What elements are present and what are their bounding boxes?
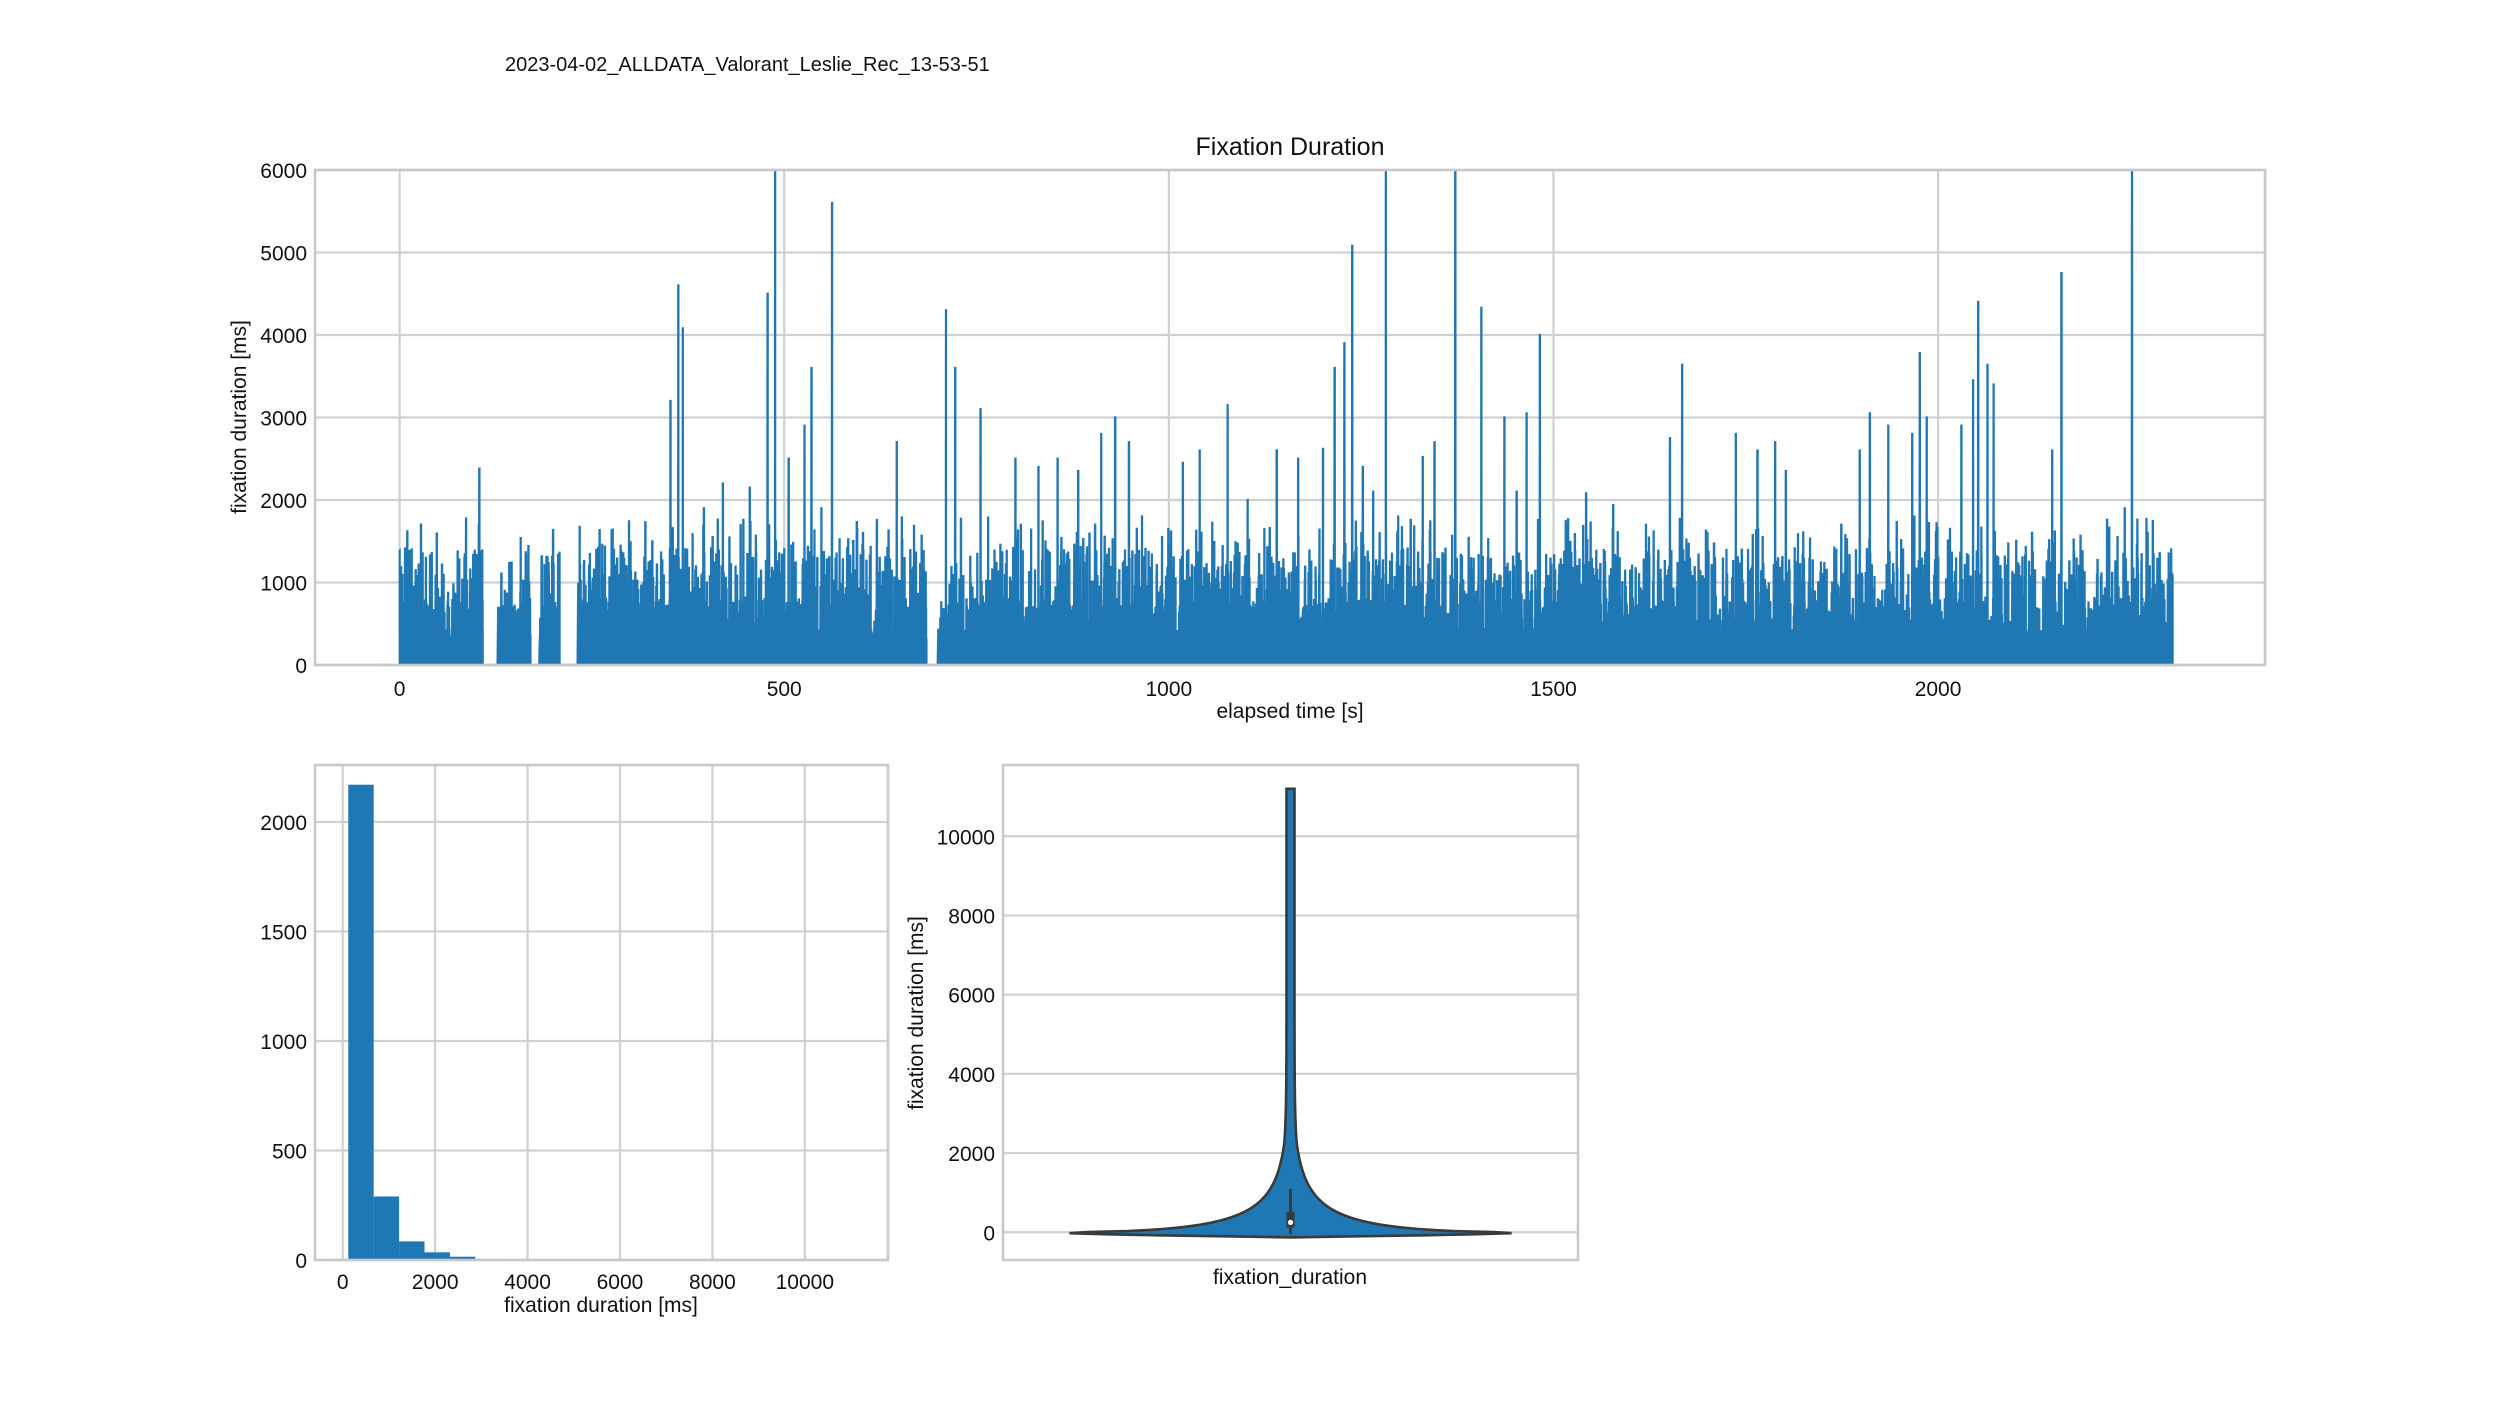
violin-ytick-label: 4000: [948, 1064, 995, 1087]
histogram-bar: [348, 784, 374, 1260]
histogram-bar: [373, 1196, 400, 1260]
violin-ytick-label: 0: [983, 1222, 995, 1245]
time-series-xtick-label: 500: [767, 678, 802, 701]
histogram-bars: [348, 784, 501, 1261]
histogram-ytick-label: 1000: [260, 1031, 307, 1054]
histogram-ytick-label: 500: [272, 1140, 307, 1163]
figure-suptitle: 2023-04-02_ALLDATA_Valorant_Leslie_Rec_1…: [505, 54, 990, 76]
histogram-bar: [424, 1252, 450, 1260]
histogram-bar: [399, 1241, 425, 1260]
time-series-tick-labels: 0 500 1000 1500 2000 0 1000 2000 3000 4000 5000 600…: [260, 160, 1961, 701]
histogram-xlabel: fixation duration [ms]: [504, 1294, 698, 1317]
time-series-xlabel: elapsed time [s]: [1216, 700, 1363, 723]
time-series-frame: [313, 168, 2267, 667]
histogram-ytick-label: 1500: [260, 921, 307, 944]
time-series-xtick-label: 0: [394, 678, 406, 701]
violin-ytick-label: 2000: [948, 1143, 995, 1166]
histogram-ytick-label: 0: [295, 1250, 307, 1273]
histogram-xtick-label: 2000: [412, 1271, 459, 1294]
violin-ylabel: fixation duration [ms]: [905, 916, 928, 1110]
violin-ytick-label: 10000: [937, 826, 995, 849]
histogram-xtick-label: 0: [337, 1271, 349, 1294]
histogram-grid: [315, 765, 888, 1262]
histogram-bar: [449, 1256, 476, 1260]
violin-ytick-label: 6000: [948, 985, 995, 1008]
violin-tick-labels: 0 2000 4000 6000 8000 10000: [937, 826, 995, 1245]
time-series-chart: 0 500 1000 1500 2000 0 1000 2000 3000 4000 5000 600…: [228, 133, 2267, 723]
time-series-ytick-label: 3000: [260, 408, 307, 431]
histogram-xtick-label: 10000: [776, 1271, 834, 1294]
violin-body: [1069, 787, 1512, 1239]
violin-ytick-label: 8000: [948, 905, 995, 928]
violin-xlabel: fixation_duration: [1213, 1266, 1367, 1289]
time-series-title: Fixation Duration: [1196, 133, 1385, 161]
violin-frame: [1001, 763, 1580, 1262]
time-series-ytick-label: 0: [295, 655, 307, 678]
time-series-xtick-label: 1500: [1530, 678, 1577, 701]
histogram-frame: [313, 763, 890, 1262]
time-series-line: [398, 168, 2174, 667]
time-series-ytick-label: 6000: [260, 160, 307, 183]
time-series-xtick-label: 1000: [1145, 678, 1192, 701]
violin-chart: 0 2000 4000 6000 8000 10000 fixation_duration…: [905, 763, 1580, 1289]
histogram-ytick-label: 2000: [260, 812, 307, 835]
histogram-xtick-label: 6000: [597, 1271, 644, 1294]
histogram-tick-labels: 0 2000 4000 6000 8000 10000 0 500 1000 1500 2000: [260, 812, 834, 1294]
time-series-ylabel: fixation duration [ms]: [228, 320, 251, 514]
time-series-xtick-label: 2000: [1915, 678, 1962, 701]
violin-median: [1287, 1219, 1294, 1225]
histogram-xtick-label: 4000: [504, 1271, 551, 1294]
histogram-chart: 0 2000 4000 6000 8000 10000 0 500 1000 1500 2000 f…: [260, 763, 890, 1317]
time-series-ytick-label: 4000: [260, 325, 307, 348]
time-series-ytick-label: 5000: [260, 243, 307, 266]
histogram-xtick-label: 8000: [689, 1271, 736, 1294]
time-series-ytick-label: 2000: [260, 490, 307, 513]
time-series-ytick-label: 1000: [260, 573, 307, 596]
